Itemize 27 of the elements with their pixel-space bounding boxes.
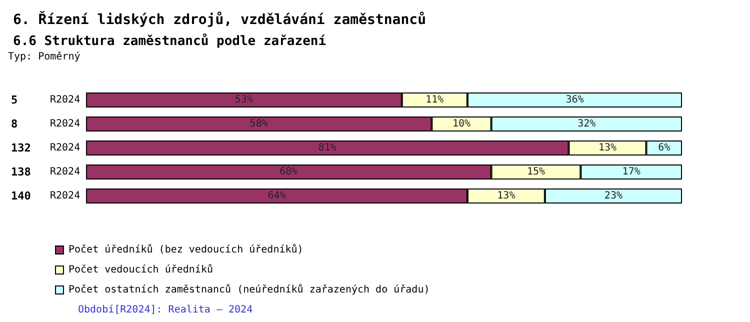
category-label: 8 R2024 [11,118,80,130]
category-label: 138 R2024 [11,166,80,178]
data-label: 17% [622,166,640,178]
data-label: 6% [658,142,670,154]
legend-label: Počet vedoucích úředníků [68,264,213,276]
category-label: 140 R2024 [11,190,80,202]
data-label: 81% [318,142,336,154]
chart-title: 6. Řízení lidských zdrojů, vzdělávání zaměstnanců [13,11,426,28]
data-label: 36% [566,94,584,106]
data-label: 23% [604,190,622,202]
legend-label: Počet úředníků (bez vedoucích úředníků) [68,244,304,256]
data-label: 68% [280,166,298,178]
data-label: 64% [268,190,286,202]
data-label: 58% [250,118,268,130]
data-label: 53% [234,94,253,106]
text: Typ: Poměrný [8,52,80,62]
data-label: 13% [497,190,516,202]
data-label: 10% [452,118,471,130]
data-label: 15% [526,166,546,178]
data-label: 11% [426,94,444,106]
legend-label: Počet ostatních zaměstnanců (neúředníků zařazených do úřadu) [68,284,430,296]
data-label: 13% [598,142,617,154]
data-label: 32% [578,118,596,130]
category-label: 132 R2024 [11,142,80,154]
chart-subtitle: 6.6 Struktura zaměstnanců podle zařazení [13,33,326,49]
category-label: 5 R2024 [11,94,80,106]
text: Období[R2024]: Realita – 2024 [78,304,253,316]
